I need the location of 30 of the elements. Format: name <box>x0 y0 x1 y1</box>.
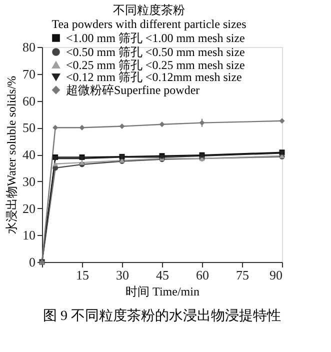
x-tick-label: 15 <box>76 268 89 282</box>
point <box>79 124 85 130</box>
legend-label: <1.00 mm 筛孔 <1.00 mm mesh size <box>66 31 245 45</box>
y-tick-label: 10 <box>22 228 36 243</box>
y-axis-title: 水浸出物Water soluble solids/% <box>4 76 18 234</box>
x-tick-label: 30 <box>116 268 129 282</box>
y-tick-label: 20 <box>22 200 36 216</box>
legend-label: 超微粉碎Superfine powder <box>66 83 200 97</box>
x-tick-label: 90 <box>270 268 282 282</box>
legend-label: <0.25 mm 筛孔 <0.25 mm mesh size <box>66 58 245 72</box>
x-axis-title: 时间 Time/min <box>126 284 200 298</box>
y-tick-label: 0 <box>29 254 36 270</box>
y-tick-label: 80 <box>22 40 36 54</box>
caption: 图 9 不同粒度茶粉的水浸出物浸提特性 <box>43 308 281 324</box>
legend-label: <0.50 mm 筛孔 <0.50 mm mesh size <box>66 45 245 59</box>
legend-label: <0.12 mm 筛孔 <0.12mm mesh size <box>66 70 242 84</box>
point <box>159 122 165 128</box>
y-tick-label: 30 <box>22 174 36 189</box>
x-tick-label: 75 <box>236 268 249 282</box>
point <box>119 124 125 130</box>
x-tick-label: 60 <box>196 268 209 282</box>
y-tick-label: 40 <box>22 147 36 162</box>
point <box>52 124 58 130</box>
legend-title: 不同粒度茶粉 Tea powders with different particle sizes <box>52 3 247 31</box>
point <box>52 162 58 166</box>
y-tick-label: 60 <box>22 93 36 108</box>
y-tick-label: 50 <box>22 120 36 136</box>
x-tick-label: 45 <box>156 268 169 282</box>
y-tick-label: 70 <box>22 66 36 82</box>
point <box>79 160 85 165</box>
